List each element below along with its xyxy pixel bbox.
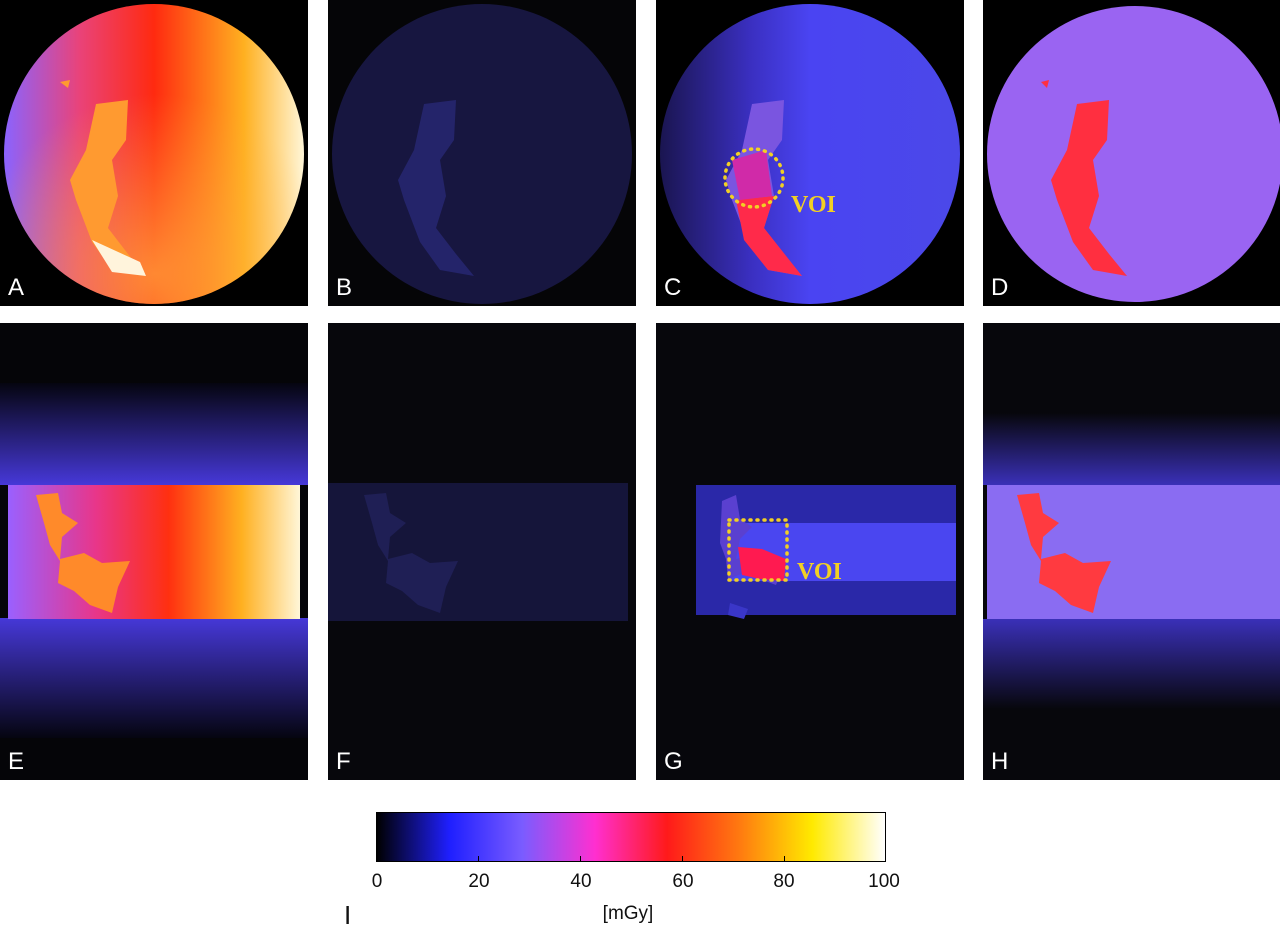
panel-e: E [0, 323, 308, 780]
panel-f-label: F [336, 748, 351, 775]
panel-g-image [656, 323, 964, 780]
panel-h: H [983, 323, 1280, 780]
colorbar-unit-label: [mGy] [602, 903, 654, 924]
panel-f-image [328, 323, 636, 780]
voi-circle [723, 147, 785, 209]
panel-e-image [0, 323, 308, 780]
panel-d-image [983, 0, 1280, 306]
voi-square [727, 518, 789, 582]
panel-f: F [328, 323, 636, 780]
panel-g-label: G [664, 748, 683, 775]
panel-d: D [983, 0, 1280, 306]
panel-b: B [328, 0, 636, 306]
panel-c-image [656, 0, 964, 306]
panel-b-image [328, 0, 636, 306]
panel-b-label: B [336, 274, 353, 301]
panel-a-image [0, 0, 308, 306]
cavity-region [1051, 100, 1127, 276]
colorbar-tick [784, 856, 785, 862]
colorbar-tick-label: 0 [371, 871, 383, 892]
panel-e-label: E [8, 748, 25, 775]
cavity-region [398, 100, 474, 276]
colorbar-tick [682, 856, 683, 862]
panel-g: VOI G [656, 323, 964, 780]
colorbar-tick [580, 856, 581, 862]
panel-h-label: H [991, 748, 1009, 775]
panel-h-image [983, 323, 1280, 780]
cavity-region [70, 100, 146, 276]
panel-c-label: C [664, 274, 682, 301]
cavity-region [36, 493, 130, 613]
voi-label: VOI [797, 559, 842, 585]
colorbar-tick-label: 100 [868, 871, 900, 892]
figure-label: I [344, 900, 352, 930]
colorbar-tick-label: 20 [468, 871, 490, 892]
colorbar-tick [885, 856, 886, 862]
panel-a-label: A [8, 274, 25, 301]
cavity-region [1017, 493, 1111, 613]
colorbar-tick-label: 80 [773, 871, 795, 892]
colorbar [376, 812, 886, 862]
colorbar-tick [376, 856, 377, 862]
panel-c: VOI C [656, 0, 964, 306]
colorbar-tick-label: 60 [672, 871, 694, 892]
colorbar-tick [478, 856, 479, 862]
colorbar-tick-label: 40 [570, 871, 592, 892]
panel-a: A [0, 0, 308, 306]
cavity-region [364, 493, 458, 613]
panel-d-label: D [991, 274, 1009, 301]
voi-label: VOI [791, 192, 836, 218]
